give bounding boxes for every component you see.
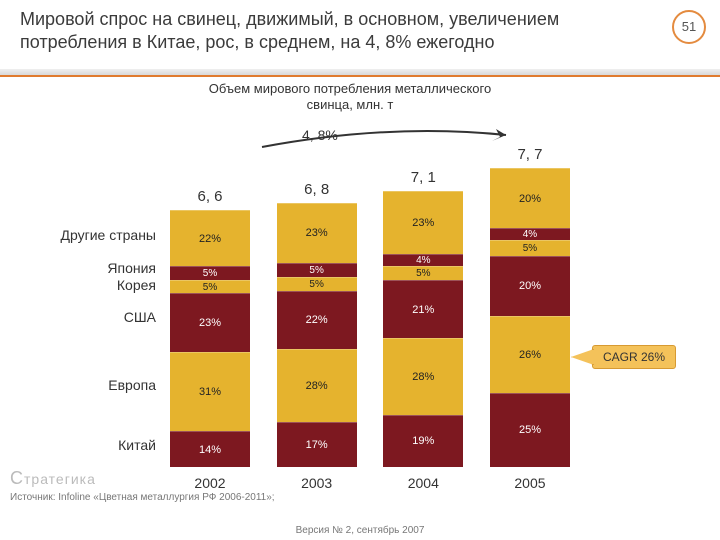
segment-china: 19% [383,415,463,467]
page-number-badge: 51 [672,10,706,44]
bar-2005: 25%26%20%5%4%20%7, 72005 [490,168,570,467]
footer-version: Версия № 2, сентябрь 2007 [0,522,720,540]
growth-arrow-icon [260,127,510,149]
segment-china: 25% [490,393,570,467]
header-rule [0,69,720,77]
bar-total: 6, 6 [170,188,250,205]
slide-title: Мировой спрос на свинец, движимый, в осн… [20,8,580,53]
legend-japan: Япония [6,260,156,276]
growth-rate-label: 4, 8% [302,127,338,143]
segment-japan: 4% [490,228,570,240]
segment-china: 14% [170,431,250,467]
segment-japan: 5% [170,266,250,280]
x-label: 2003 [277,475,357,491]
source-text: Источник: Infoline «Цветная металлургия … [10,492,275,503]
segment-korea: 5% [490,240,570,256]
legend-other: Другие страны [6,227,156,243]
bar-2003: 17%28%22%5%5%23%6, 82003 [277,203,357,467]
segment-europe: 26% [490,316,570,393]
bar-total: 6, 8 [277,181,357,198]
legend-korea: Корея [6,277,156,293]
segment-other: 23% [277,203,357,263]
segment-europe: 31% [170,352,250,431]
segment-china: 17% [277,422,357,467]
segment-other: 22% [170,210,250,266]
chart-subtitle: Объем мирового потребления металлическог… [200,81,500,114]
bar-2002: 14%31%23%5%5%22%6, 62002 [170,210,250,467]
x-label: 2005 [490,475,570,491]
segment-other: 23% [383,191,463,254]
segment-japan: 4% [383,254,463,266]
bar-2004: 19%28%21%5%4%23%7, 12004 [383,191,463,467]
slide-header: Мировой спрос на свинец, движимый, в осн… [0,0,720,63]
segment-usa: 21% [383,280,463,338]
legend-usa: США [6,309,156,325]
segment-usa: 20% [490,256,570,316]
segment-japan: 5% [277,263,357,277]
segment-usa: 23% [170,293,250,352]
legend-europe: Европа [6,377,156,393]
cagr-callout: CAGR 26% [592,345,676,369]
logo: Стратегика [10,468,96,489]
segment-korea: 5% [277,277,357,291]
segment-korea: 5% [170,280,250,294]
bar-total: 7, 1 [383,169,463,186]
bar-total: 7, 7 [490,146,570,163]
x-label: 2002 [170,475,250,491]
segment-usa: 22% [277,291,357,349]
chart-area: Объем мирового потребления металлическог… [0,77,720,507]
x-label: 2004 [383,475,463,491]
segment-europe: 28% [383,338,463,415]
segment-other: 20% [490,168,570,228]
stacked-bar-chart: 14%31%23%5%5%22%6, 6200217%28%22%5%5%23%… [170,147,570,467]
segment-europe: 28% [277,349,357,422]
legend-china: Китай [6,437,156,453]
segment-korea: 5% [383,266,463,281]
